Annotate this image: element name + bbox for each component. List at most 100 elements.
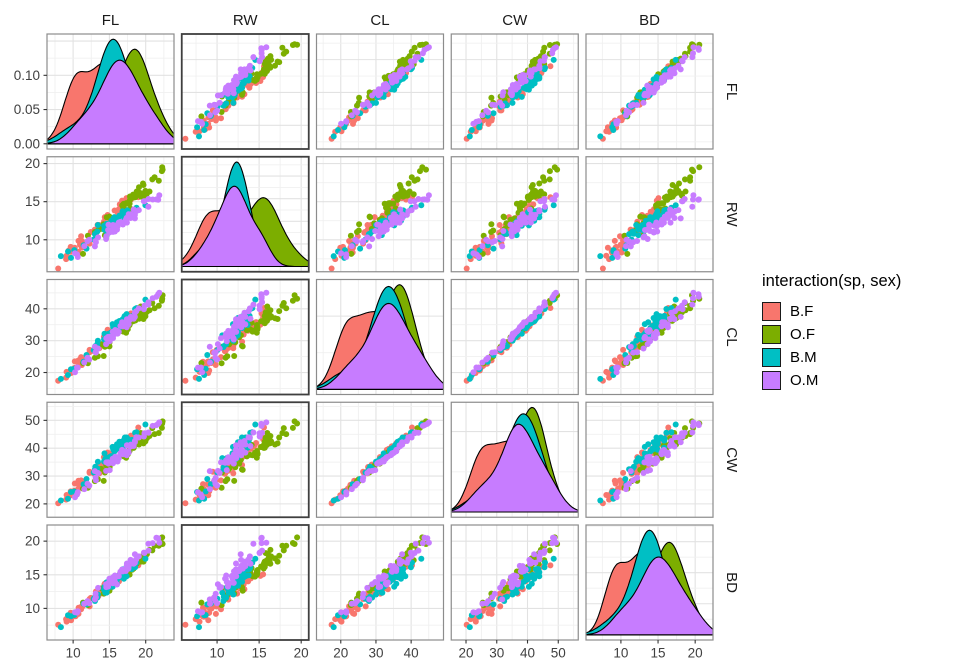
scatter-point (541, 550, 547, 556)
scatter-point (201, 127, 208, 133)
scatter-point (547, 63, 554, 70)
scatter-point (218, 335, 224, 342)
scatter-point (283, 305, 290, 312)
scatter-point (366, 596, 373, 603)
scatter-point (225, 82, 232, 89)
scatter-point (280, 425, 287, 432)
scatter-point (500, 338, 507, 345)
scatter-point (291, 418, 298, 425)
scatter-point (540, 48, 547, 55)
scatter-point (383, 226, 390, 233)
scatter-point (468, 127, 475, 133)
scatter-point (109, 443, 116, 450)
scatter-point (527, 219, 534, 226)
scatter-point (250, 54, 257, 61)
scatter-point (207, 486, 213, 493)
scatter-point (261, 563, 268, 570)
scatter-point (245, 434, 252, 441)
scatter-point (677, 313, 684, 320)
scatter-point (100, 353, 107, 359)
panel-border (585, 33, 714, 150)
scatter-point (475, 118, 482, 125)
scatter-points-O.M (195, 419, 270, 501)
scatter-point (630, 349, 637, 356)
scatter-point (425, 539, 432, 546)
scatter-point (530, 188, 536, 195)
scatter-point (496, 222, 503, 228)
scatter-point (198, 360, 205, 366)
scatter-point (475, 254, 482, 260)
scatter-point (397, 67, 404, 74)
scatter-point (289, 424, 296, 431)
scatter-point (665, 424, 672, 431)
y-tick-label: 30 (25, 333, 40, 348)
scatter-point (411, 57, 418, 64)
x-tick-label: 10 (66, 646, 81, 661)
scatter-point (527, 315, 533, 322)
scatter-point (677, 215, 684, 222)
scatter-point (667, 206, 674, 213)
scatter-point (338, 250, 345, 257)
scatter-point (647, 214, 654, 221)
scatter-point (238, 443, 245, 450)
scatter-point (497, 603, 504, 610)
scatter-point (398, 188, 405, 195)
scatter-point (672, 434, 678, 441)
scatter-point (230, 460, 237, 467)
scatter-point (397, 560, 404, 567)
scatter-point (653, 311, 660, 318)
scatter-point (283, 542, 290, 549)
scatter-point (294, 534, 301, 541)
panel-border (315, 278, 445, 396)
scatter-point (421, 46, 428, 53)
scatter-point (131, 215, 138, 222)
scatter-point (343, 118, 350, 125)
scatter-point (466, 133, 473, 140)
scatter-point (364, 234, 371, 241)
scatter-point (411, 198, 418, 205)
panel-border (180, 401, 310, 519)
panel-border (450, 524, 579, 641)
scatter-point (547, 305, 554, 311)
panel-border (180, 33, 310, 150)
scatter-point (399, 215, 406, 222)
scatter-point (542, 65, 548, 71)
scatter-point (479, 112, 486, 119)
scatter-point (291, 541, 298, 547)
scatter-point (156, 539, 163, 546)
density-curve-O.M (181, 185, 309, 268)
scatter-point (509, 99, 516, 106)
scatter-point (518, 93, 525, 100)
scatter-point (541, 203, 548, 210)
scatter-point (330, 253, 337, 260)
scatter-points-O.M (338, 534, 432, 616)
legend-label-bf: B.F (790, 303, 814, 320)
scatter-point (103, 214, 110, 221)
scatter-point (216, 99, 223, 106)
scatter-point (106, 579, 113, 585)
scatter-point (242, 573, 249, 580)
scatter-point (536, 313, 543, 320)
scatter-point (507, 335, 514, 342)
right-strip-label-CL: CL (723, 327, 740, 346)
scatter-point (372, 579, 379, 585)
scatter-point (423, 166, 429, 173)
scatter-point (250, 540, 257, 547)
scatter-point (383, 82, 390, 89)
panel-CW-CW (450, 401, 579, 518)
scatter-point (659, 319, 666, 326)
scatter-point (500, 579, 507, 585)
scatter-point (682, 425, 688, 432)
scatter-point (105, 221, 112, 228)
x-tick-label: 15 (102, 646, 117, 661)
scatter-point (81, 486, 88, 493)
scatter-point (91, 343, 98, 350)
scatter-point (529, 571, 536, 578)
panel-BD-FL (46, 524, 175, 641)
density-curve-O.M (316, 302, 444, 390)
scatter-points-O.M (613, 44, 702, 127)
scatter-point (153, 534, 160, 541)
scatter-point (488, 94, 495, 101)
scatter-point (627, 243, 634, 250)
panel-FL-CW (450, 33, 579, 150)
